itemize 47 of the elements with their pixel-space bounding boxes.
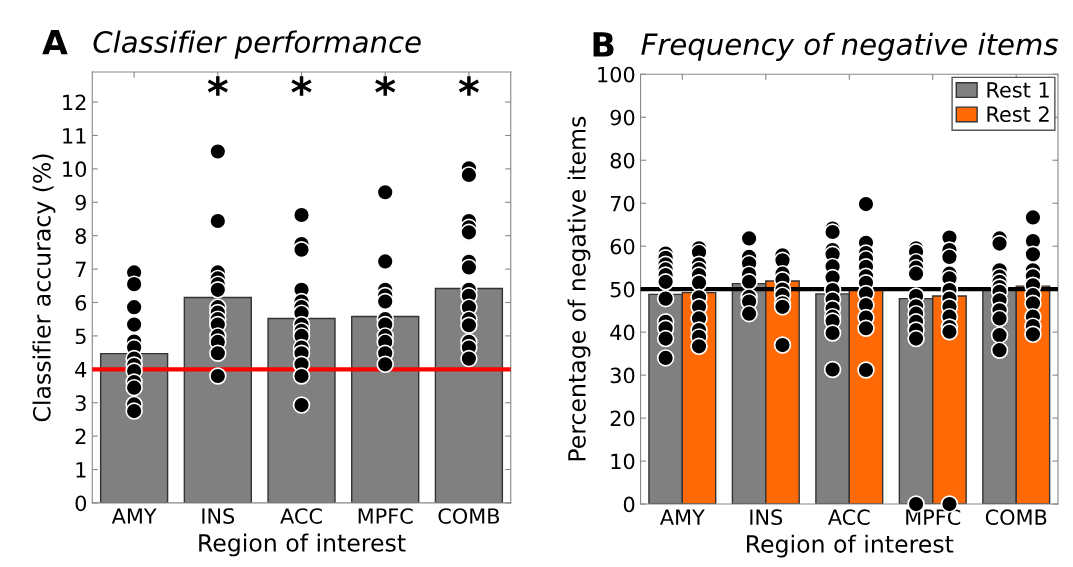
y-tick-label: 70	[610, 195, 635, 212]
y-tick-label: 10	[63, 161, 87, 178]
annotation: *	[375, 76, 396, 96]
y-tick-label: 11	[63, 128, 86, 144]
legend-label: Rest 1	[987, 82, 1049, 98]
y-tick-label: 2	[75, 428, 86, 445]
y-tick-label: 5	[75, 328, 86, 345]
annotation: *	[458, 76, 479, 96]
y-tick-label: 80	[610, 152, 635, 169]
y-tick-label: 0	[75, 495, 87, 512]
y-tick-label: 50	[610, 281, 635, 298]
y-tick-label: 8	[75, 228, 86, 244]
y-tick-label: 1	[76, 462, 86, 478]
y-tick-label: 3	[75, 395, 86, 411]
y-axis-title: Classifier accuracy (%)	[32, 154, 56, 422]
y-tick-label: 40	[610, 324, 635, 341]
text: B	[593, 32, 614, 57]
x-tick-label: COMB	[438, 508, 500, 524]
x-tick-label: AMY	[660, 509, 705, 525]
annotation: *	[291, 76, 312, 96]
y-tick-label: 60	[610, 238, 635, 255]
x-tick-label: INS	[750, 509, 783, 526]
y-tick-label: 90	[610, 109, 635, 126]
text: A	[42, 30, 68, 55]
x-tick-label: ACC	[280, 508, 322, 524]
x-tick-label: INS	[202, 508, 235, 524]
x-axis-title: Region of interest	[199, 533, 406, 557]
y-tick-label: 12	[63, 94, 86, 110]
chart-title: Frequency of negative items	[641, 32, 1058, 61]
x-tick-label: COMB	[985, 509, 1047, 526]
annotation: *	[207, 76, 228, 96]
x-tick-label: MPFC	[358, 508, 413, 524]
x-tick-label: AMY	[111, 508, 157, 524]
y-tick-label: 100	[598, 66, 635, 83]
y-axis-title: Percentage of negative items	[567, 116, 591, 461]
y-tick-label: 10	[611, 453, 635, 470]
y-tick-label: 0	[623, 496, 635, 513]
x-tick-label: ACC	[827, 509, 870, 526]
chart-title: Classifier performance	[93, 30, 421, 59]
x-axis-title: Region of interest	[747, 534, 954, 558]
y-tick-label: 7	[75, 261, 86, 278]
y-tick-label: 9	[75, 194, 86, 211]
y-tick-label: 20	[610, 410, 635, 427]
y-tick-label: 4	[75, 362, 87, 378]
y-tick-label: 6	[75, 294, 87, 311]
legend-label: Rest 2	[987, 106, 1049, 123]
y-tick-label: 30	[610, 367, 635, 384]
